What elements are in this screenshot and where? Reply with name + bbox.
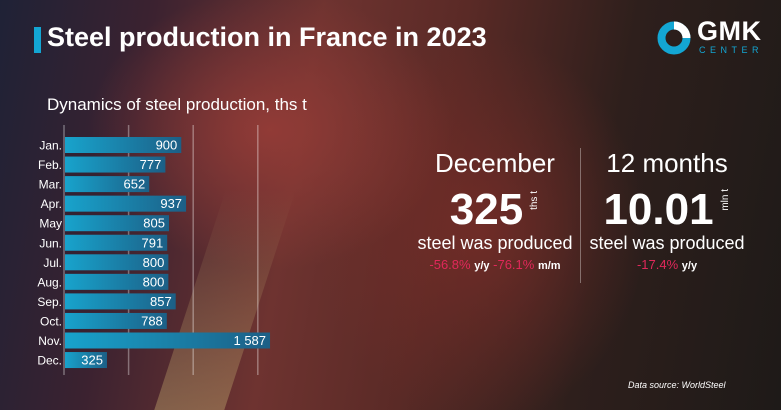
category-label: Oct.	[40, 314, 62, 328]
bar	[65, 312, 167, 329]
bar	[65, 254, 169, 271]
value-label: 800	[143, 255, 165, 270]
category-label: Aug.	[37, 275, 62, 289]
logo-subtext: CENTER	[699, 45, 764, 55]
category-label: Mar.	[39, 178, 62, 192]
category-label: Dec.	[37, 354, 62, 368]
bar	[65, 234, 168, 251]
bar	[65, 332, 271, 349]
value-label: 788	[141, 313, 163, 328]
value-label: 857	[150, 294, 172, 309]
bar	[65, 156, 166, 173]
mom-label: m/m	[537, 260, 561, 272]
december-mom: -76.1%	[493, 257, 535, 272]
category-label: Nov.	[38, 334, 62, 348]
title-accent	[34, 27, 41, 53]
december-heading: December	[435, 148, 555, 178]
panel-divider	[580, 148, 581, 283]
bar	[65, 195, 187, 212]
category-label: Apr.	[41, 197, 62, 211]
category-label: Sep.	[37, 295, 62, 309]
december-yoy: -56.8%	[429, 257, 471, 272]
value-label: 1 587	[233, 333, 266, 348]
category-label: Jun.	[39, 236, 62, 250]
year-panel: 12 months 10.01 mln t steel was produced …	[582, 148, 752, 272]
category-label: Jul.	[43, 256, 62, 270]
chart-title: Dynamics of steel production, ths t	[47, 95, 307, 114]
year-text: steel was produced	[589, 233, 745, 253]
december-unit: ths t	[529, 190, 541, 210]
december-value: 325	[449, 185, 524, 234]
december-panel: December 325 ths t steel was produced -56…	[410, 148, 580, 272]
value-label: 900	[156, 138, 178, 153]
value-label: 325	[81, 353, 103, 368]
page-title: Steel production in France in 2023	[47, 22, 487, 52]
year-value: 10.01	[603, 185, 714, 234]
value-label: 777	[140, 157, 162, 172]
year-heading: 12 months	[606, 148, 728, 178]
value-label: 937	[160, 196, 182, 211]
gmk-center-logo: GMK CENTER	[655, 16, 775, 58]
december-changes: -56.8% y/y -76.1% m/m	[410, 257, 580, 272]
logo-text: GMK	[697, 16, 762, 46]
bar	[65, 176, 150, 193]
yoy-label: y/y	[681, 260, 698, 272]
year-yoy: -17.4%	[636, 257, 679, 272]
category-label: May	[39, 217, 62, 231]
december-text: steel was produced	[417, 233, 573, 253]
data-source: Data source: WorldSteel	[628, 380, 726, 390]
category-label: Feb.	[38, 158, 62, 172]
category-label: Jan.	[39, 139, 62, 153]
bar	[65, 137, 182, 153]
bar	[65, 293, 176, 310]
value-label: 800	[143, 274, 165, 289]
bar	[65, 215, 170, 232]
bar-chart: Jan. 900 Feb. 777 Mar. 652 Apr. 937 May 805 Jun. 79…	[37, 125, 271, 375]
year-changes: -17.4% y/y	[582, 257, 752, 272]
bar	[65, 352, 107, 369]
bar	[65, 273, 169, 290]
year-unit: mln t	[719, 189, 731, 211]
yoy-label: y/y	[474, 260, 490, 272]
value-label: 652	[124, 177, 146, 192]
value-label: 791	[141, 235, 163, 250]
logo-ring-icon	[657, 21, 691, 55]
value-label: 805	[143, 216, 165, 231]
